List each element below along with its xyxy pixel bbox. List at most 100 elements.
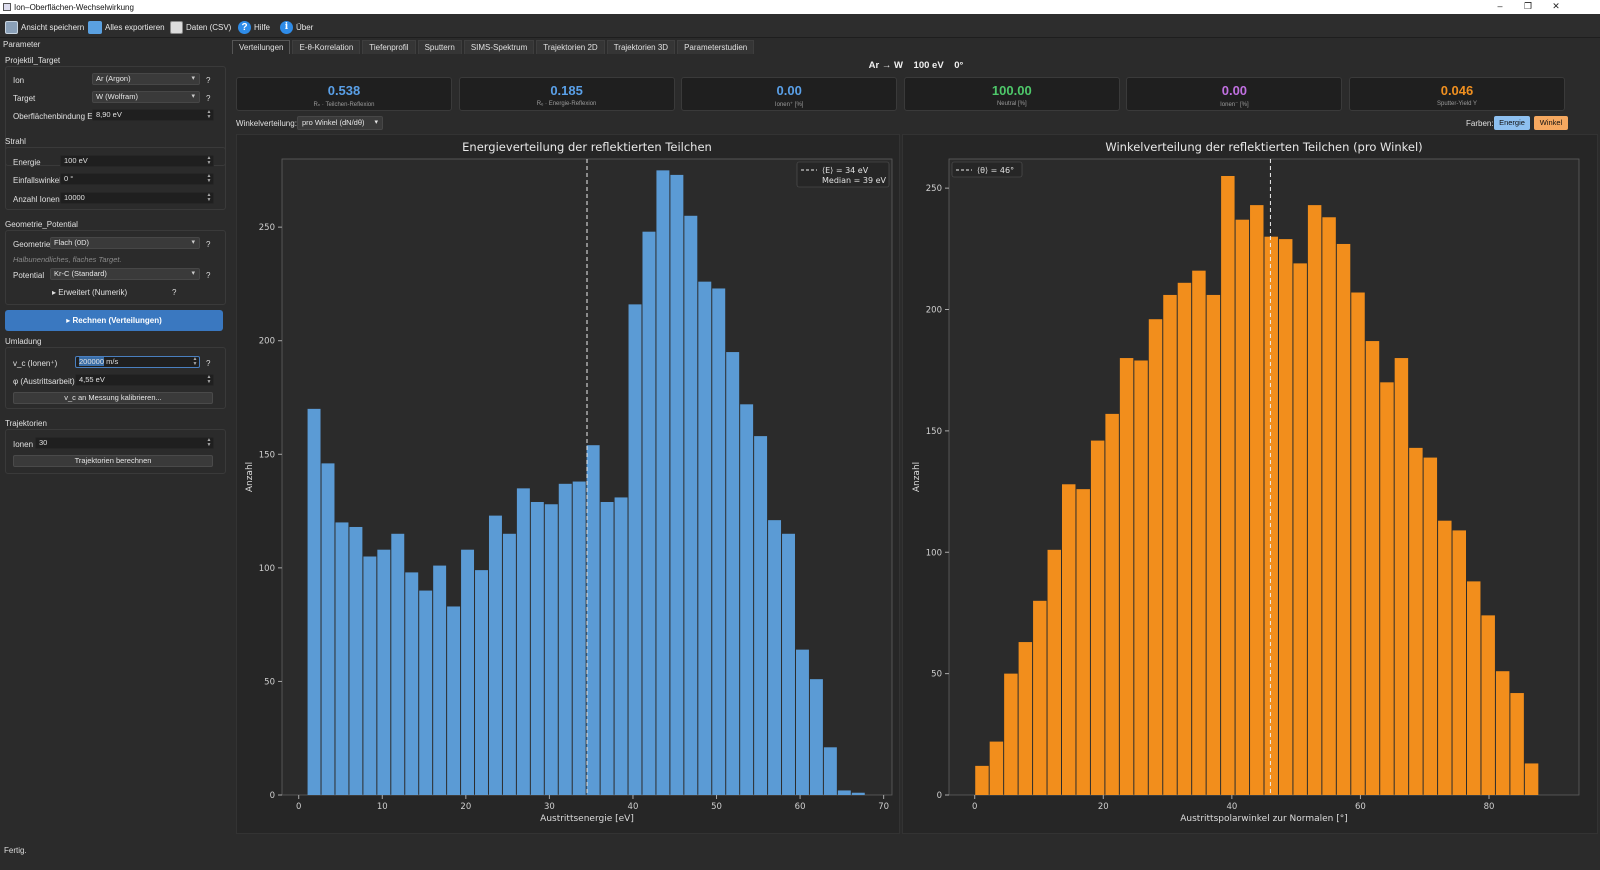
target-help-icon[interactable]: ? <box>206 94 211 103</box>
vc-help-icon[interactable]: ? <box>206 359 211 368</box>
data-csv-button[interactable]: Daten (CSV) <box>170 19 231 35</box>
histogram-bar <box>530 501 544 795</box>
close-icon[interactable]: ✕ <box>1552 1 1560 11</box>
strahl-header: Strahl <box>5 137 26 146</box>
histogram-bar <box>544 504 558 795</box>
spin-arrows-icon[interactable]: ▲ ▼ <box>206 155 212 166</box>
spin-arrows-icon[interactable]: ▲ ▼ <box>206 109 212 120</box>
spin-arrows-icon[interactable]: ▲ ▼ <box>206 192 212 203</box>
angle-color-button[interactable]: Winkel <box>1534 116 1568 130</box>
help-label: Hilfe <box>254 22 271 32</box>
histogram-bar <box>1409 447 1423 795</box>
chevron-down-icon: ▾ <box>191 270 195 277</box>
histogram-bar <box>600 501 614 795</box>
restore-icon[interactable]: ❐ <box>1523 1 1533 11</box>
legend-entry: ⟨E⟩ = 34 eV <box>822 166 869 175</box>
ion-help-icon[interactable]: ? <box>206 76 211 85</box>
export-icon <box>88 20 102 34</box>
help-icon: ? <box>238 20 251 34</box>
histogram-bar <box>419 590 433 795</box>
angle-label: Einfallswinkel <box>13 176 62 185</box>
angle-dist-select[interactable]: pro Winkel (dN/dθ) ▾ <box>297 116 383 130</box>
about-button[interactable]: i Über <box>280 19 313 35</box>
es-spinbox[interactable]: 8,90 eV ▲ ▼ <box>92 109 214 121</box>
histogram-bar <box>1047 549 1061 795</box>
histogram-bar <box>768 520 782 795</box>
target-select[interactable]: W (Wolfram) ▾ <box>92 91 200 103</box>
traj-ions-spinbox[interactable]: 30 ▲ ▼ <box>35 437 214 449</box>
target-value: W (Wolfram) <box>96 92 138 101</box>
x-tick-label: 0 <box>972 802 977 812</box>
calibrate-vc-button[interactable]: v_c an Messung kalibrieren... <box>13 392 213 404</box>
chevron-down-icon: ▾ <box>374 119 378 126</box>
histogram-bar <box>1510 693 1524 795</box>
histogram-bar <box>307 408 321 795</box>
advanced-toggle[interactable]: ▸ Erweitert (Numerik) <box>52 288 127 297</box>
spin-arrows-icon[interactable]: ▲ ▼ <box>206 173 212 184</box>
y-tick-label: 50 <box>264 677 275 687</box>
energy-color-button[interactable]: Energie <box>1494 116 1530 130</box>
count-spinbox[interactable]: 10000 ▲ ▼ <box>60 192 214 204</box>
save-view-button[interactable]: Ansicht speichern <box>5 19 84 35</box>
y-tick-label: 50 <box>931 670 942 680</box>
potential-select[interactable]: Kr-C (Standard) ▾ <box>50 268 200 280</box>
compute-trajectories-button[interactable]: Trajektorien berechnen <box>13 455 213 467</box>
x-tick-label: 30 <box>544 802 555 812</box>
target-label: Target <box>13 94 36 103</box>
chart-title: Winkelverteilung der reflektierten Teilc… <box>1105 140 1422 154</box>
tab-6[interactable]: Trajektorien 3D <box>606 40 676 54</box>
tab-4[interactable]: SIMS-Spektrum <box>463 40 535 54</box>
metric-value: 0.538 <box>327 83 361 98</box>
histogram-bar <box>1351 292 1365 795</box>
energy-spinbox[interactable]: 100 eV ▲ ▼ <box>60 155 214 167</box>
geometry-help-icon[interactable]: ? <box>206 240 211 249</box>
histogram-bar <box>712 288 726 795</box>
trajektorien-header: Trajektorien <box>5 419 47 428</box>
geometry-select[interactable]: Flach (0D) ▾ <box>50 237 200 249</box>
export-all-button[interactable]: Alles exportieren <box>88 19 165 35</box>
potential-value: Kr-C (Standard) <box>54 269 107 278</box>
histogram-bar <box>698 281 712 795</box>
advanced-help-icon[interactable]: ? <box>172 288 177 297</box>
tab-0[interactable]: Verteilungen <box>232 40 291 54</box>
histogram-bar <box>1148 319 1163 795</box>
geometrie-header: Geometrie_Potential <box>5 220 78 229</box>
traj-ions-label: Ionen <box>13 440 34 449</box>
window-title: Ion–Oberflächen-Wechselwirkung <box>14 3 134 12</box>
x-tick-label: 60 <box>795 802 806 812</box>
chevron-right-icon: ▸ <box>52 288 59 297</box>
help-button[interactable]: ? Hilfe <box>238 19 270 35</box>
angle-spinbox[interactable]: 0 ° ▲ ▼ <box>60 173 214 185</box>
vc-spinbox[interactable]: 200000 m/s ▲ ▼ <box>75 356 200 368</box>
tab-5[interactable]: Trajektorien 2D <box>536 40 605 54</box>
count-label: Anzahl Ionen <box>13 195 60 204</box>
ion-label: Ion <box>13 76 25 85</box>
potential-help-icon[interactable]: ? <box>206 271 211 280</box>
title-bar: Ion–Oberflächen-Wechselwirkung – ❐ ✕ <box>0 0 1600 14</box>
compute-distributions-button[interactable]: ▸ Rechnen (Verteilungen) <box>5 310 223 331</box>
tab-3[interactable]: Sputtern <box>417 40 462 54</box>
x-axis-label: Austrittsenergie [eV] <box>540 814 634 824</box>
histogram-bar <box>1033 600 1047 795</box>
spin-arrows-icon[interactable]: ▲ ▼ <box>206 437 212 448</box>
umladung-header: Umladung <box>5 337 42 346</box>
spin-arrows-icon[interactable]: ▲ ▼ <box>206 374 212 385</box>
metric-label: Ionen⁺ [%] <box>774 102 804 108</box>
geo-label: Geometrie <box>13 240 51 249</box>
tab-1[interactable]: E-θ-Korrelation <box>292 40 361 54</box>
tab-7[interactable]: Parameterstudien <box>677 40 755 54</box>
histogram-bar <box>851 792 865 795</box>
y-tick-label: 0 <box>270 791 275 801</box>
ion-select[interactable]: Ar (Argon) ▾ <box>92 73 200 85</box>
histogram-bar <box>1206 294 1221 795</box>
phi-spinbox[interactable]: 4,55 eV ▲ ▼ <box>75 374 214 386</box>
energy-distribution-chart: Energieverteilung der reflektierten Teil… <box>245 140 893 824</box>
metric-card: 0.185 Rₑ · Energie-Reflexion <box>458 77 675 111</box>
spin-arrows-icon[interactable]: ▲ ▼ <box>192 356 198 367</box>
status-text: Fertig. <box>4 846 27 855</box>
tab-2[interactable]: Tiefenprofil <box>362 40 416 54</box>
minimize-icon[interactable]: – <box>1497 1 1503 11</box>
x-tick-label: 20 <box>460 802 471 812</box>
histogram-bar <box>433 565 447 795</box>
metric-card: 0.00 Ionen⁻ [%] <box>1126 77 1343 111</box>
